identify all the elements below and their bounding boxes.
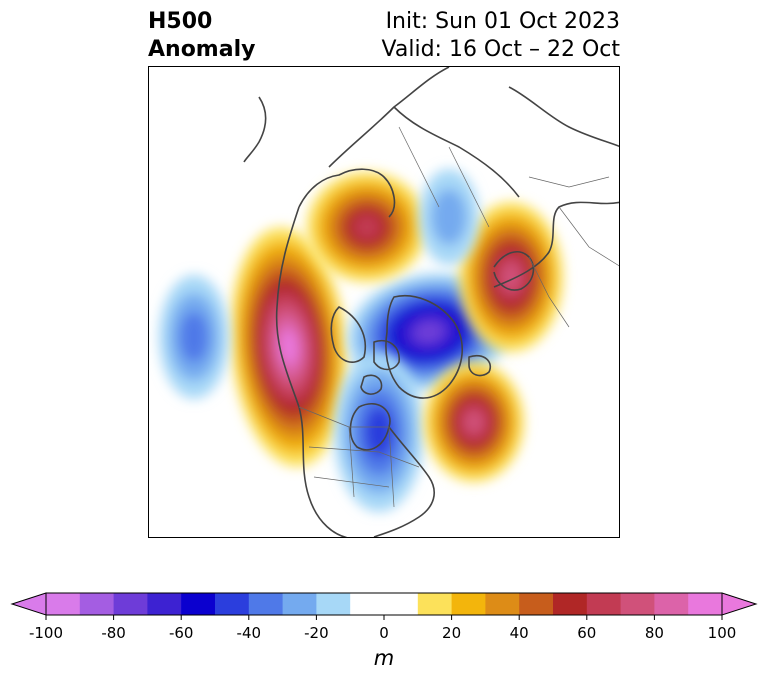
colorbar-bin-2 <box>113 593 148 615</box>
colorbar <box>0 586 768 626</box>
colorbar-bin-16 <box>620 593 655 615</box>
anomaly-center-1 <box>159 275 229 399</box>
colorbar-bin-12 <box>485 593 520 615</box>
anomaly-contour <box>501 262 521 292</box>
colorbar-unit: m <box>373 646 395 670</box>
anomaly-center-5 <box>459 202 563 352</box>
anomaly-center-6 <box>424 362 524 482</box>
colorbar-bin-5 <box>215 593 250 615</box>
anomaly-center-7 <box>419 169 479 265</box>
colorbar-tick-label: -40 <box>236 624 262 642</box>
colorbar-bin-17 <box>654 593 689 615</box>
colorbar-extend-high <box>721 592 758 616</box>
anomaly-center-3 <box>334 352 424 512</box>
colorbar-bin-7 <box>282 593 317 615</box>
init-date: Init: Sun 01 Oct 2023 <box>385 9 620 34</box>
anomaly-center-0 <box>230 227 348 467</box>
colorbar-tick-label: -80 <box>101 624 126 642</box>
colorbar-bin-9 <box>350 593 419 615</box>
colorbar-graphic <box>10 592 758 620</box>
coastlines <box>243 67 619 537</box>
colorbar-tick-label: 20 <box>442 624 462 642</box>
anomaly-contour <box>464 410 484 434</box>
borders <box>298 126 619 508</box>
anomaly-contour <box>364 406 394 458</box>
anomaly-contour <box>413 320 445 344</box>
title-field: Anomaly <box>148 37 256 62</box>
colorbar-tick-label: -100 <box>28 624 64 642</box>
colorbar-bin-18 <box>688 593 723 615</box>
colorbar-extend-low <box>10 592 47 616</box>
colorbar-tick-label: 0 <box>379 624 389 642</box>
anomaly-map <box>148 66 620 538</box>
map-title: H500 Anomaly <box>148 8 255 64</box>
title-variable: H500 <box>148 9 213 34</box>
colorbar-bin-15 <box>586 593 622 615</box>
anomaly-fill <box>159 169 563 512</box>
colorbar-tick-label: -60 <box>168 624 194 642</box>
anomaly-contour <box>179 311 209 363</box>
colorbar-bin-10 <box>417 593 453 615</box>
anomaly-contour <box>353 214 381 240</box>
colorbar-bin-6 <box>248 593 284 615</box>
colorbar-tick-label: 100 <box>707 624 737 642</box>
colorbar-tick-label: -20 <box>304 624 329 642</box>
map-canvas <box>159 67 619 537</box>
colorbar-bin-1 <box>79 593 115 615</box>
colorbar-tick-label: 60 <box>577 624 597 642</box>
colorbar-bin-0 <box>46 593 81 615</box>
colorbar-bin-4 <box>181 593 216 615</box>
colorbar-bin-8 <box>316 593 351 615</box>
anomaly-center-4 <box>307 172 427 282</box>
colorbar-bin-14 <box>553 593 588 615</box>
colorbar-bin-11 <box>451 593 486 615</box>
anomaly-contour <box>280 329 298 365</box>
colorbar-tick-label: 80 <box>644 624 664 642</box>
colorbar-bin-13 <box>519 593 554 615</box>
anomaly-contour <box>431 189 467 245</box>
map-dates: Init: Sun 01 Oct 2023 Valid: 16 Oct – 22… <box>382 8 620 64</box>
colorbar-tick-label: 40 <box>509 624 529 642</box>
colorbar-bin-3 <box>147 593 182 615</box>
valid-range: Valid: 16 Oct – 22 Oct <box>381 37 620 62</box>
